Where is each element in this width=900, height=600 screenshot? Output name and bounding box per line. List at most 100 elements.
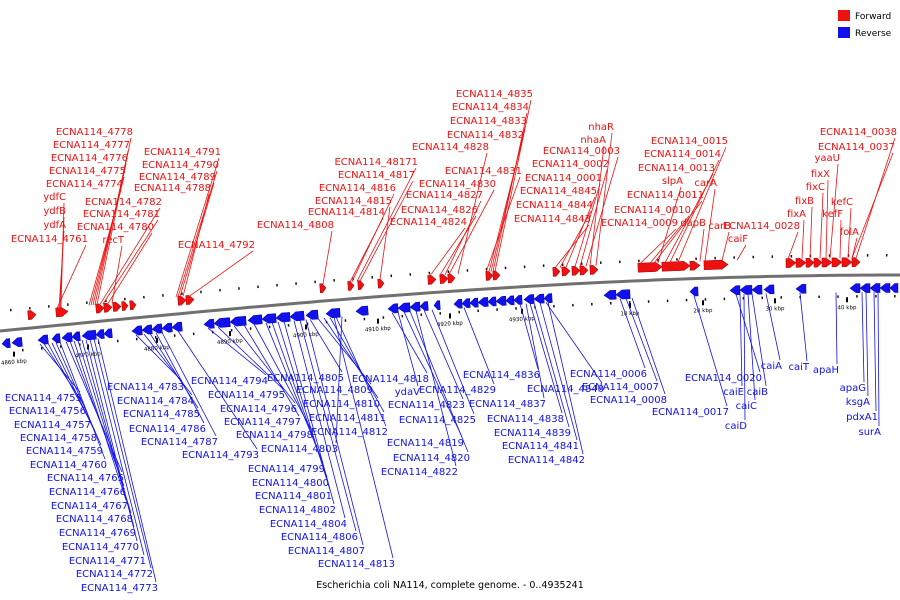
reverse-gene-arrow <box>689 286 699 297</box>
scale-tick <box>702 300 704 306</box>
label-leader-line <box>323 317 379 399</box>
gene-label: carB <box>708 221 731 232</box>
legend: Forward Reverse <box>838 10 892 39</box>
scale-tick <box>449 313 451 319</box>
gene-label: ECNA114_4844 <box>516 200 593 211</box>
gene-label: ECNA114_4767 <box>51 501 128 512</box>
label-leader-line <box>579 169 608 267</box>
gene-label: ECNA114_4785 <box>123 409 200 420</box>
label-leader-line <box>743 294 746 421</box>
strand-tick-mark <box>572 303 574 307</box>
reverse-gene-arrow <box>355 305 369 316</box>
gene-label: ECNA114_0013 <box>638 163 715 174</box>
forward-gene-arrow <box>55 307 69 318</box>
gene-label: ECNA114_4783 <box>107 382 184 393</box>
label-leader-line <box>305 319 364 546</box>
gene-label: surA <box>859 427 882 438</box>
genome-caption: Escherichia coli NA114, complete genome.… <box>316 580 584 591</box>
label-leader-line <box>55 342 102 446</box>
label-leader-line <box>135 334 183 382</box>
strand-tick-mark <box>9 308 12 312</box>
label-leader-line <box>58 230 65 309</box>
reverse-gene-arrow <box>729 285 741 296</box>
scale-tick <box>13 351 15 357</box>
gene-label: kefC <box>831 197 853 208</box>
reverse-gene-arrow <box>453 298 463 309</box>
strand-tick-mark <box>477 309 479 313</box>
gene-label: ECNA114_4771 <box>69 556 146 567</box>
gene-label: ECNA114_4830 <box>419 179 496 190</box>
gene-label: dapB <box>680 218 706 229</box>
label-leader-line <box>693 295 728 407</box>
strand-tick-mark <box>333 279 335 282</box>
gene-label: ECNA114_4835 <box>456 89 533 100</box>
gene-glyphs-layer <box>1 257 899 349</box>
gene-label: ECNA114_4777 <box>53 140 130 151</box>
strand-tick-mark <box>390 274 393 278</box>
gene-label: ECNA114_4769 <box>59 528 136 539</box>
reverse-gene-arrow <box>131 325 143 336</box>
label-leader-line <box>736 244 747 261</box>
reverse-gene-arrow <box>751 284 763 295</box>
label-leader-line <box>335 316 387 427</box>
gene-label: fixX <box>811 169 830 180</box>
forward-gene-arrow <box>637 262 663 273</box>
gene-label: ECNA114_4838 <box>487 414 564 425</box>
gene-label: ECNA114_4757 <box>14 420 91 431</box>
strand-tick-mark <box>428 271 431 275</box>
reverse-gene-arrow <box>763 284 775 295</box>
gene-label: ECNA114_0002 <box>532 159 609 170</box>
label-leader-line <box>873 292 877 412</box>
label-leader-line <box>429 227 466 277</box>
label-leader-line <box>739 294 743 387</box>
scale-label: 4920 kbp <box>437 320 464 328</box>
forward-gene-arrow <box>561 266 571 277</box>
scale-label: 4910 kbp <box>365 326 392 334</box>
reverse-gene-arrow <box>433 300 441 311</box>
reverse-gene-arrow <box>543 293 553 303</box>
gene-label: ECNA114_4798 <box>236 430 313 441</box>
strand-tick-mark <box>685 298 688 302</box>
reverse-gene-arrow <box>103 328 113 339</box>
gene-label: recT <box>102 235 125 246</box>
gene-label: ECNA114_4831 <box>445 166 522 177</box>
forward-gene-arrow <box>121 301 129 311</box>
gene-label: ECNA114_4822 <box>381 467 458 478</box>
reverse-gene-arrow <box>523 294 535 305</box>
legend-reverse-label: Reverse <box>855 29 892 39</box>
scale-label: 4900 kbp <box>293 331 320 339</box>
gene-label: ECNA114_0011 <box>627 190 704 201</box>
reverse-gene-arrow <box>795 283 807 294</box>
gene-label: nhaR <box>588 122 614 133</box>
label-leader-line <box>431 309 475 415</box>
strand-tick-mark <box>752 255 755 259</box>
gene-label: ECNA114_4759 <box>26 446 103 457</box>
gene-label: ECNA114_4775 <box>49 166 126 177</box>
label-leader-line <box>415 310 457 467</box>
gene-label: ECNA114_4829 <box>419 385 496 396</box>
label-leader-line <box>97 338 157 583</box>
reverse-gene-arrow <box>533 293 545 304</box>
reverse-gene-arrow <box>461 298 471 309</box>
reverse-gene-arrow <box>151 323 163 334</box>
reverse-gene-arrow <box>275 312 291 323</box>
strand-tick-mark <box>409 273 412 276</box>
strand-tick-mark <box>504 266 507 270</box>
reverse-gene-arrow <box>495 295 507 306</box>
forward-gene-arrow <box>112 301 122 312</box>
strand-tick-mark <box>249 327 252 330</box>
scale-tick <box>774 298 776 304</box>
gene-label: caiB <box>747 387 768 398</box>
label-leader-line <box>747 293 756 401</box>
gene-label: ECNA114_4802 <box>259 505 336 516</box>
reverse-gene-arrow <box>603 289 617 300</box>
strand-tick-mark <box>714 256 716 260</box>
label-leader-line <box>333 317 394 559</box>
label-leader-line <box>825 179 829 259</box>
label-leader-line <box>243 324 300 417</box>
strand-tick-mark <box>733 256 735 259</box>
strand-tick-mark <box>818 295 820 299</box>
label-leader-line <box>657 186 682 264</box>
label-leader-line <box>102 219 159 305</box>
forward-gene-arrow <box>841 257 853 268</box>
